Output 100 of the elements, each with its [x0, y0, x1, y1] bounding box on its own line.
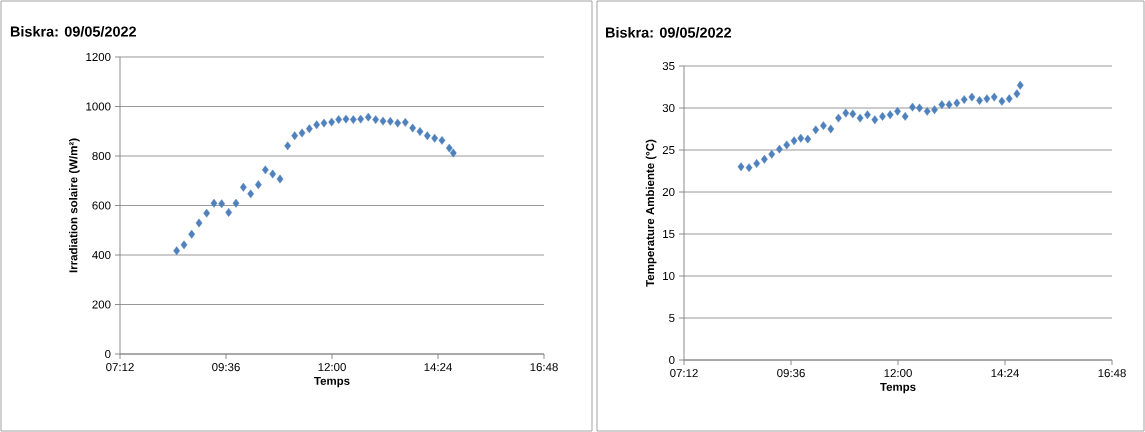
- point: [387, 116, 394, 126]
- chart-title: Biskra: 09/05/2022: [606, 27, 732, 38]
- point: [820, 121, 827, 131]
- y-tick-label: 800: [92, 151, 111, 161]
- point: [894, 106, 901, 116]
- point: [291, 131, 299, 141]
- point: [945, 100, 953, 110]
- x-tick-label: 16:48: [530, 363, 558, 372]
- point: [753, 159, 761, 168]
- point: [886, 110, 894, 120]
- point: [269, 169, 277, 179]
- point: [423, 131, 431, 141]
- point: [745, 163, 753, 173]
- point: [225, 208, 233, 217]
- y-tick-label: 15: [663, 230, 675, 238]
- point: [409, 123, 416, 133]
- point: [357, 114, 365, 124]
- x-axis-title: Temps: [880, 382, 916, 394]
- y-tick-label: 5: [669, 314, 675, 322]
- point: [1016, 80, 1024, 90]
- y-tick-label: 600: [92, 201, 111, 210]
- point: [812, 125, 820, 135]
- y-tick-label: 0: [105, 349, 111, 359]
- point: [195, 218, 203, 228]
- x-tick-label: 16:48: [1098, 369, 1126, 378]
- point: [298, 128, 306, 138]
- y-tick-label: 10: [663, 271, 675, 281]
- point: [240, 182, 247, 192]
- y-tick-label: 1000: [86, 102, 111, 111]
- point: [909, 102, 916, 112]
- point: [1005, 94, 1013, 104]
- point: [445, 143, 453, 153]
- point: [938, 100, 946, 110]
- point: [247, 189, 255, 199]
- point: [218, 199, 226, 209]
- y-tick-label: 0: [669, 355, 675, 365]
- y-axis-title: Irradiation solaire (W/m²): [68, 138, 80, 273]
- point: [438, 136, 446, 145]
- point: [916, 103, 923, 113]
- point: [827, 124, 835, 134]
- y-tick-label: 20: [662, 187, 675, 197]
- y-tick-label: 30: [662, 103, 675, 113]
- x-tick-label: 14:24: [991, 369, 1019, 378]
- point: [953, 98, 961, 108]
- point: [320, 118, 328, 128]
- point: [335, 115, 343, 125]
- point: [864, 110, 871, 120]
- y-tick-label: 1200: [86, 52, 111, 62]
- point: [923, 106, 931, 116]
- point: [173, 246, 181, 256]
- point: [276, 174, 284, 184]
- y-tick-label: 35: [662, 61, 675, 71]
- point: [342, 114, 350, 124]
- point: [431, 133, 438, 143]
- point: [804, 134, 812, 144]
- point: [379, 116, 387, 126]
- point: [416, 127, 424, 136]
- point: [394, 118, 402, 128]
- point: [328, 117, 335, 127]
- point: [180, 240, 188, 250]
- x-tick-label: 07:12: [670, 369, 698, 378]
- point: [210, 198, 218, 208]
- point: [1013, 89, 1021, 99]
- point: [306, 124, 313, 134]
- point: [449, 148, 457, 158]
- point: [842, 108, 850, 118]
- point: [776, 144, 783, 154]
- point: [968, 92, 976, 102]
- x-axis-title: Temps: [314, 376, 350, 388]
- point: [349, 115, 357, 125]
- y-tick-label: 200: [92, 300, 111, 309]
- point: [188, 229, 196, 239]
- point: [783, 140, 791, 150]
- point: [879, 112, 886, 121]
- x-tick-label: 14:24: [424, 363, 452, 372]
- point: [284, 141, 292, 151]
- point: [960, 95, 968, 104]
- point: [790, 136, 798, 146]
- point: [931, 105, 938, 115]
- point: [203, 208, 211, 218]
- point: [901, 112, 909, 121]
- point: [797, 133, 805, 143]
- point: [232, 198, 240, 208]
- point: [254, 180, 262, 190]
- point: [401, 117, 409, 127]
- y-tick-label: 400: [92, 250, 111, 260]
- point: [835, 113, 842, 123]
- point: [983, 94, 991, 104]
- point: [364, 112, 372, 122]
- x-tick-label: 12:00: [884, 369, 912, 378]
- y-tick-label: 25: [662, 145, 675, 155]
- chart-title: Biskra: 09/05/2022: [10, 26, 136, 37]
- point: [761, 154, 768, 164]
- x-tick-label: 07:12: [106, 363, 134, 372]
- y-axis-title: Temperature Ambiente (°C): [645, 139, 657, 287]
- point: [768, 149, 776, 159]
- x-tick-label: 09:36: [212, 363, 240, 372]
- point: [372, 115, 380, 125]
- point: [737, 162, 745, 172]
- x-tick-label: 09:36: [777, 369, 805, 378]
